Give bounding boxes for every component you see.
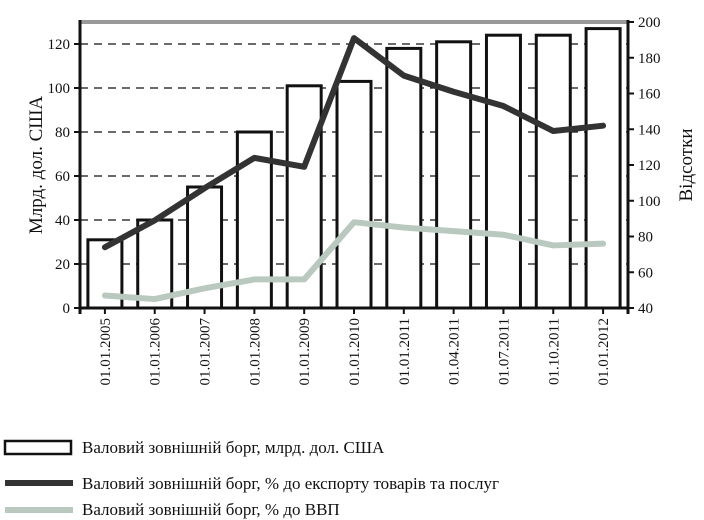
legend: Валовий зовнішній борг, млрд. дол. США В…	[3, 438, 499, 519]
right-tick-label: 120	[638, 158, 661, 174]
right-tick-label: 160	[638, 87, 661, 103]
legend-label-bars: Валовий зовнішній борг, млрд. дол. США	[82, 438, 385, 457]
x-tick-label: 01.07.2011	[496, 318, 512, 385]
x-axis: 01.01.2005 01.01.2006 01.01.2007 01.01.2008…	[98, 308, 612, 386]
bar	[385, 46, 423, 310]
right-tick-label: 40	[638, 301, 653, 317]
left-tick-label: 0	[63, 301, 71, 317]
legend-item-bars: Валовий зовнішній борг, млрд. дол. США	[3, 438, 385, 457]
x-tick-label: 01.01.2008	[247, 318, 263, 386]
x-tick-label: 01.01.2011	[397, 318, 413, 385]
x-tick-label: 01.01.2012	[596, 318, 612, 386]
left-axis: 0 20 40 60 80 100 120	[48, 37, 80, 317]
export-percent-line	[101, 35, 607, 251]
bar	[285, 84, 323, 310]
bar	[335, 79, 373, 310]
legend-item-gdp-line: Валовий зовнішній борг, % до ВВП	[5, 500, 340, 519]
x-tick-label: 01.01.2005	[98, 318, 114, 386]
bar	[584, 27, 622, 310]
x-tick-label: 01.01.2007	[198, 318, 214, 386]
right-tick-label: 200	[638, 15, 661, 31]
right-tick-label: 100	[638, 194, 661, 210]
gdp-percent-line	[101, 219, 607, 303]
legend-swatch-bars	[3, 439, 73, 456]
bar-series	[86, 27, 622, 310]
left-axis-title: Млрд. дол. США	[26, 96, 47, 235]
line-series	[101, 35, 607, 303]
x-tick-label: 01.01.2010	[347, 318, 363, 386]
left-tick-label: 80	[55, 125, 70, 141]
right-tick-label: 180	[638, 51, 661, 67]
left-tick-label: 40	[55, 213, 70, 229]
right-axis: 40 60 80 100 120 140 160 180 200	[628, 15, 661, 317]
left-tick-label: 100	[48, 81, 71, 97]
bar	[534, 33, 572, 310]
bar	[484, 33, 522, 310]
legend-label-gdp-line: Валовий зовнішній борг, % до ВВП	[82, 500, 340, 519]
right-tick-label: 80	[638, 230, 653, 246]
right-axis-title: Відсотки	[676, 128, 697, 201]
x-tick-label: 01.01.2006	[148, 318, 164, 386]
right-tick-label: 60	[638, 265, 653, 281]
left-tick-label: 60	[55, 169, 70, 185]
x-tick-label: 01.10.2011	[546, 318, 562, 385]
x-tick-label: 01.01.2009	[297, 318, 313, 386]
right-tick-label: 140	[638, 122, 661, 138]
x-tick-label: 01.04.2011	[447, 318, 463, 385]
left-tick-label: 20	[55, 257, 70, 273]
bar	[435, 40, 473, 310]
left-tick-label: 120	[48, 37, 71, 53]
legend-item-export-line: Валовий зовнішній борг, % до експорту то…	[5, 474, 499, 493]
legend-label-export-line: Валовий зовнішній борг, % до експорту то…	[82, 474, 499, 493]
